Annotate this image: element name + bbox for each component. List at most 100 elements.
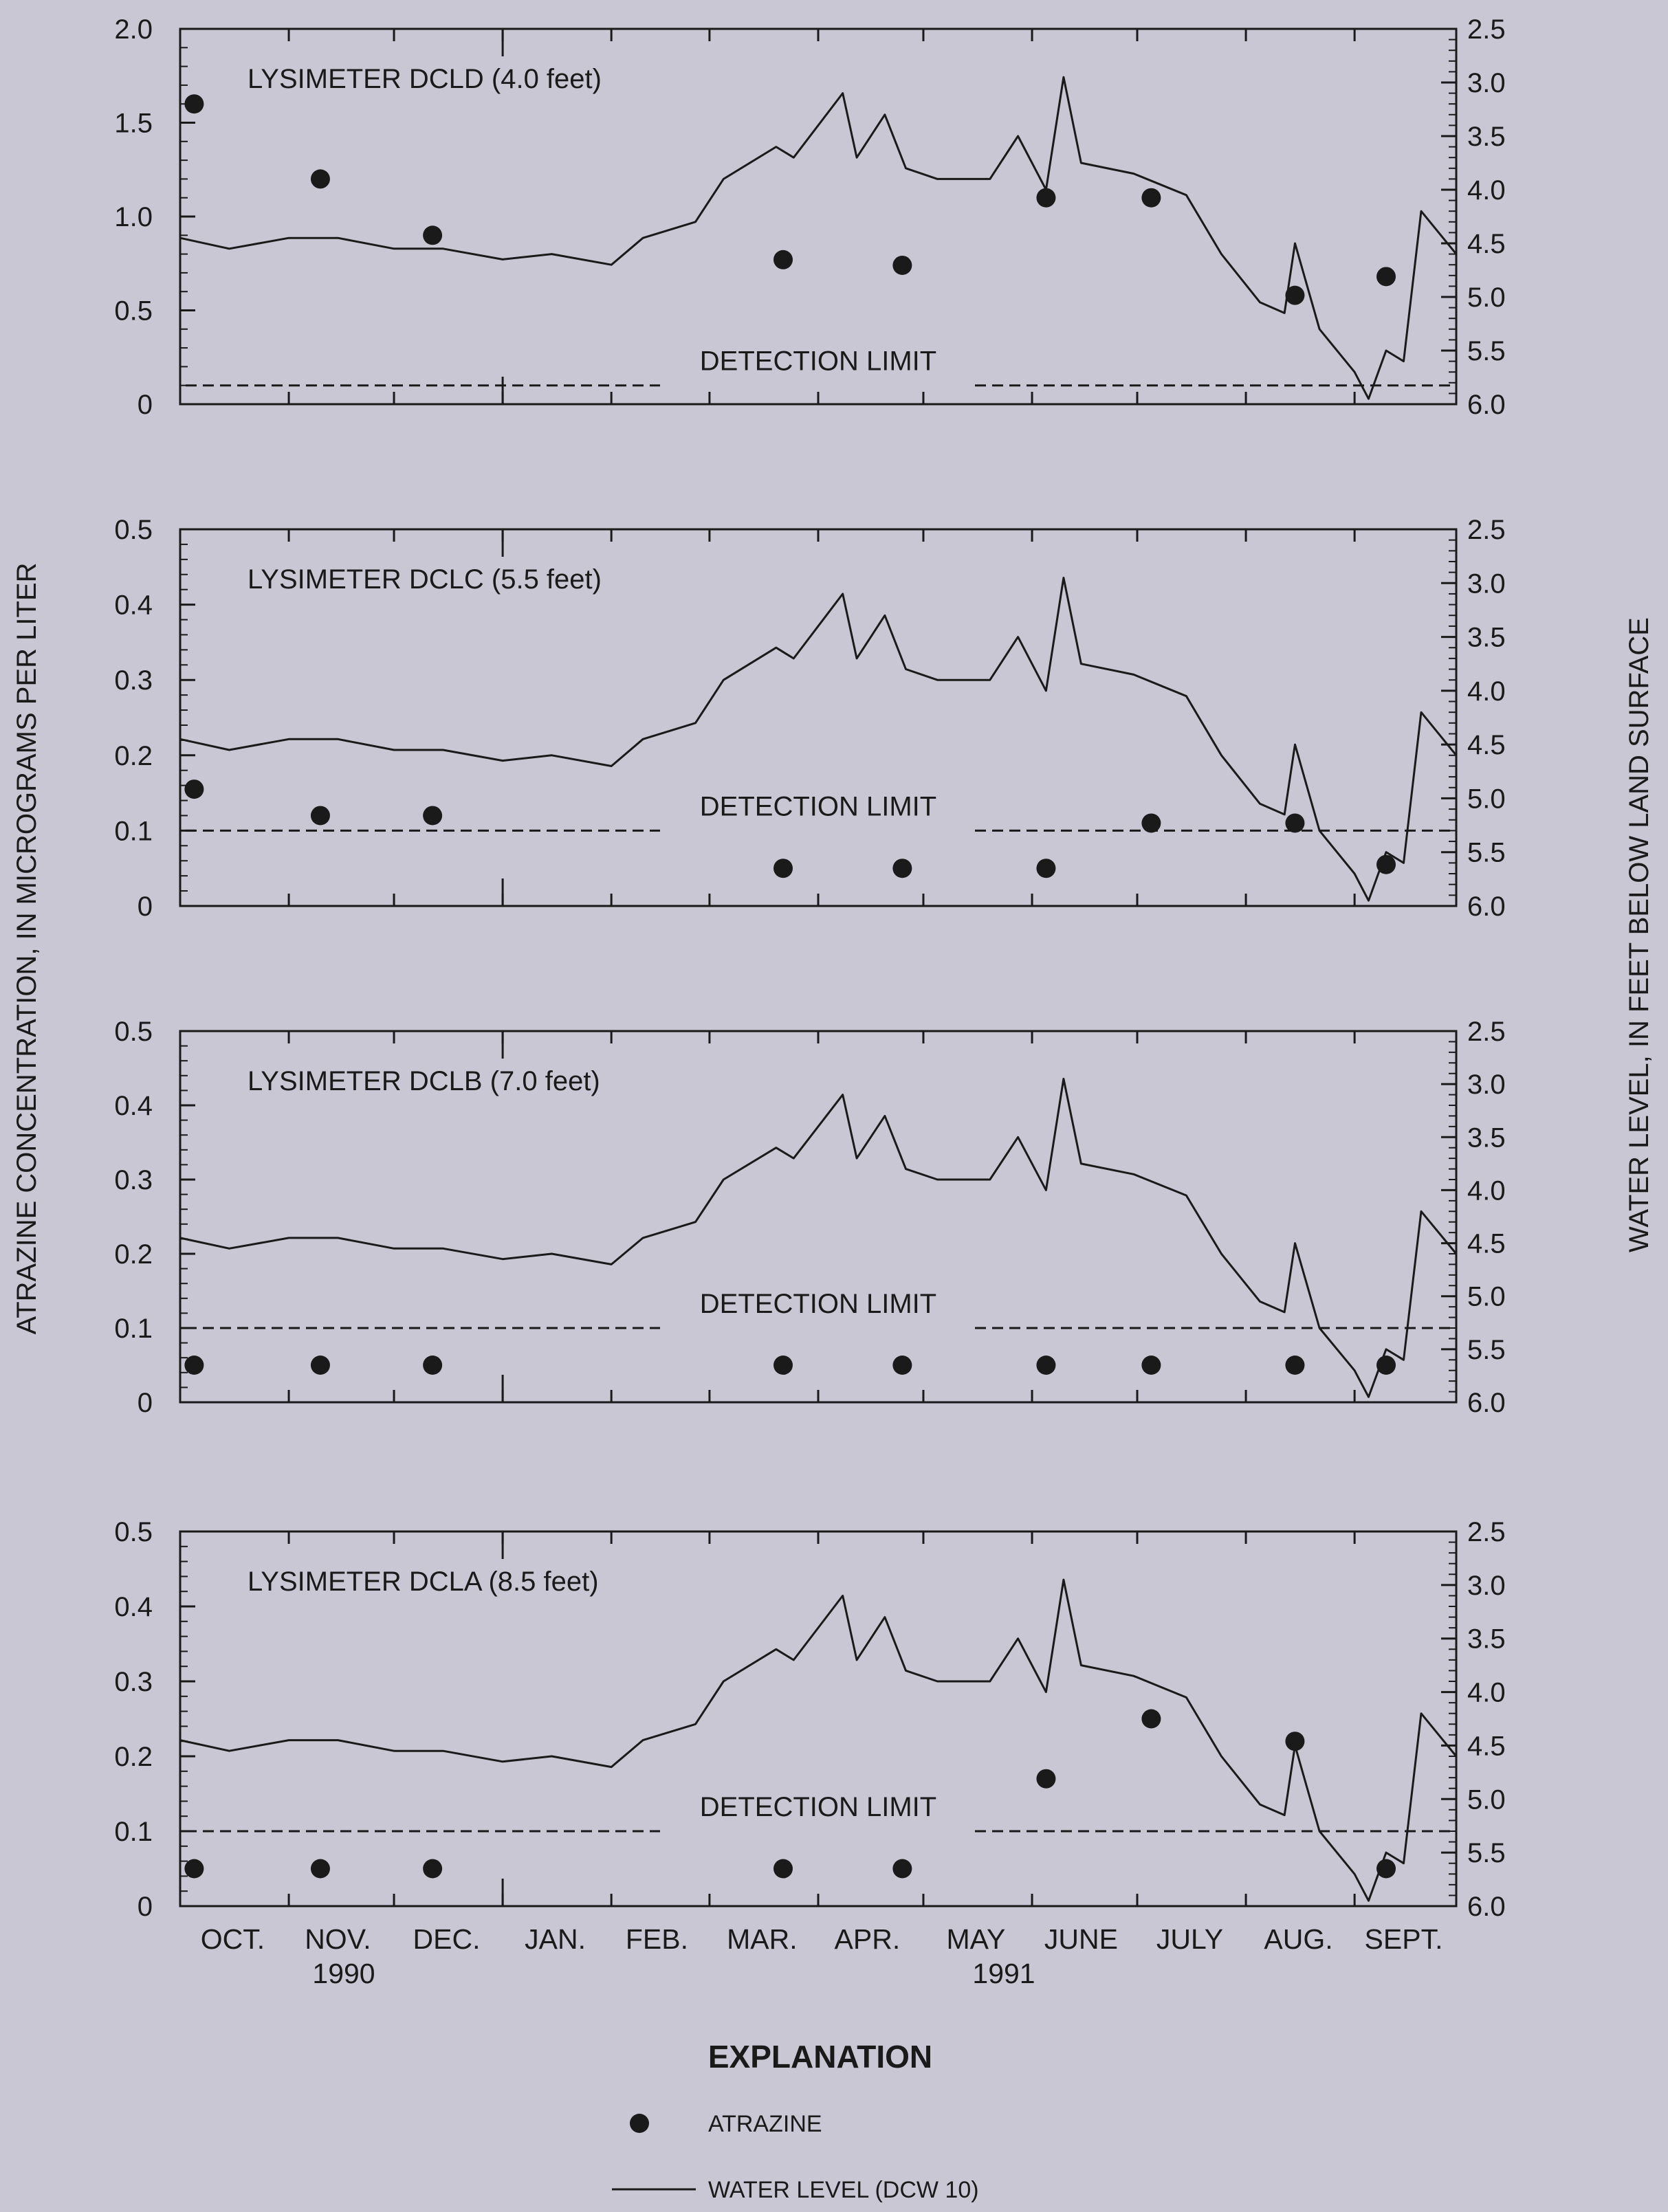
atrazine-point xyxy=(1376,267,1396,287)
month-label: OCT. xyxy=(201,1923,265,1955)
y-left-tick-label: 0.5 xyxy=(114,1517,153,1547)
water-level-line xyxy=(179,577,1458,902)
y-left-tick-label: 0.4 xyxy=(114,1091,153,1121)
y-left-tick-label: 0.2 xyxy=(114,1742,153,1772)
y-right-tick-label: 4.0 xyxy=(1467,1175,1506,1206)
y-right-tick-label: 2.5 xyxy=(1467,14,1506,45)
y-right-tick-label: 5.0 xyxy=(1467,283,1506,313)
panel-title: LYSIMETER DCLA (8.5 feet) xyxy=(248,1567,599,1597)
y-right-tick-label: 2.5 xyxy=(1467,1517,1506,1547)
month-label: NOV. xyxy=(305,1923,371,1955)
water-level-legend-label: WATER LEVEL (DCW 10) xyxy=(708,2177,979,2203)
atrazine-point xyxy=(310,1356,330,1375)
atrazine-point xyxy=(310,169,330,189)
atrazine-point xyxy=(773,250,793,269)
y-left-tick-label: 0 xyxy=(138,1388,153,1418)
y-right-tick-label: 4.5 xyxy=(1467,1229,1506,1259)
y-left-tick-label: 0.1 xyxy=(114,1817,153,1847)
y-right-tick-label: 4.5 xyxy=(1467,1731,1506,1761)
y-right-tick-label: 2.5 xyxy=(1467,515,1506,545)
y-right-tick-label: 5.5 xyxy=(1467,1838,1506,1868)
y-left-tick-label: 0 xyxy=(138,390,153,420)
atrazine-point xyxy=(184,94,204,114)
atrazine-point xyxy=(1141,1356,1161,1375)
panel-title: LYSIMETER DCLC (5.5 feet) xyxy=(248,564,602,595)
y-left-tick-label: 0.2 xyxy=(114,741,153,771)
atrazine-point xyxy=(1376,1356,1396,1375)
atrazine-point xyxy=(184,1859,204,1879)
y-right-tick-label: 3.0 xyxy=(1467,568,1506,599)
atrazine-point xyxy=(892,255,912,275)
month-label: JULY xyxy=(1156,1923,1223,1955)
atrazine-point xyxy=(1376,1859,1396,1879)
y-right-tick-label: 5.0 xyxy=(1467,1282,1506,1312)
atrazine-point xyxy=(423,1859,443,1879)
atrazine-point xyxy=(310,806,330,826)
water-level-line xyxy=(179,76,1458,400)
month-label: APR. xyxy=(835,1923,901,1955)
month-label: MAY xyxy=(947,1923,1006,1955)
y-left-tick-label: 0 xyxy=(138,892,153,922)
atrazine-point xyxy=(1285,285,1305,305)
y-left-tick-label: 1.5 xyxy=(114,109,153,139)
y-right-tick-label: 4.5 xyxy=(1467,730,1506,760)
atrazine-point xyxy=(1141,1709,1161,1729)
panel-3: 0 0.1 0.2 0.3 0.4 0.5 2.5 3.0 3.5 4.0 4.5 5.0 5.5 6.0… xyxy=(114,1017,1505,1418)
month-label: AUG. xyxy=(1264,1923,1332,1955)
y-right-tick-label: 6.0 xyxy=(1467,892,1506,922)
atrazine-point xyxy=(892,859,912,878)
atrazine-point xyxy=(773,859,793,878)
atrazine-point xyxy=(184,1356,204,1375)
panel-1: 0 0.5 1.0 1.5 2.0 2.5 3.0 3.5 4.0 4.5 5.0 5.5 6.0 DET… xyxy=(114,14,1505,420)
atrazine-point xyxy=(1141,188,1161,208)
month-label: DEC. xyxy=(413,1923,481,1955)
y-left-tick-label: 0.1 xyxy=(114,816,153,846)
atrazine-legend-label: ATRAZINE xyxy=(708,2111,822,2137)
panels-group: 0 0.5 1.0 1.5 2.0 2.5 3.0 3.5 4.0 4.5 5.0 5.5 6.0 DET… xyxy=(114,14,1505,1922)
atrazine-point xyxy=(423,1356,443,1375)
month-label: JUNE xyxy=(1044,1923,1118,1955)
y-left-tick-label: 0.2 xyxy=(114,1239,153,1270)
panel-4: 0 0.1 0.2 0.3 0.4 0.5 2.5 3.0 3.5 4.0 4.5 5.0 5.5 6.0… xyxy=(114,1517,1505,1922)
month-label: MAR. xyxy=(727,1923,798,1955)
y-left-tick-label: 0.5 xyxy=(114,515,153,545)
atrazine-point xyxy=(1036,1769,1056,1789)
water-level-line xyxy=(179,1578,1458,1902)
y-right-tick-label: 3.5 xyxy=(1467,1122,1506,1153)
month-label: JAN. xyxy=(525,1923,586,1955)
detection-limit-label: DETECTION LIMIT xyxy=(700,791,936,821)
explanation: EXPLANATION ATRAZINE WATER LEVEL (DCW 10… xyxy=(612,2039,979,2203)
y-right-tick-label: 3.5 xyxy=(1467,1624,1506,1655)
y-left-axis-title: ATRAZINE CONCENTRATION, IN MICROGRAMS PE… xyxy=(12,562,42,1334)
y-right-axis-title: WATER LEVEL, IN FEET BELOW LAND SURFACE xyxy=(1624,617,1654,1252)
month-label: SEPT. xyxy=(1365,1923,1443,1955)
y-right-tick-label: 6.0 xyxy=(1467,1892,1506,1922)
y-right-tick-label: 3.5 xyxy=(1467,623,1506,653)
y-left-tick-label: 0 xyxy=(138,1892,153,1922)
y-left-tick-label: 0.4 xyxy=(114,1592,153,1622)
y-left-tick-label: 0.3 xyxy=(114,665,153,696)
y-right-tick-label: 5.5 xyxy=(1467,1335,1506,1365)
y-right-tick-label: 5.5 xyxy=(1467,838,1506,868)
y-left-tick-label: 0.3 xyxy=(114,1667,153,1697)
atrazine-point xyxy=(184,779,204,799)
atrazine-point xyxy=(773,1859,793,1879)
year-label-1991: 1991 xyxy=(972,1958,1035,1989)
panel-title: LYSIMETER DCLD (4.0 feet) xyxy=(248,64,602,94)
atrazine-point xyxy=(773,1356,793,1375)
atrazine-point xyxy=(1036,1356,1056,1375)
y-left-tick-label: 1.0 xyxy=(114,202,153,232)
water-level-line xyxy=(179,1077,1458,1398)
y-right-tick-label: 5.5 xyxy=(1467,336,1506,366)
detection-limit-label: DETECTION LIMIT xyxy=(700,346,936,377)
year-label-1990: 1990 xyxy=(312,1958,375,1989)
y-right-tick-label: 5.0 xyxy=(1467,784,1506,814)
x-axis-month-labels: OCT. NOV. DEC. JAN. FEB. MAR. APR. MAY JUNE JULY A… xyxy=(201,1923,1443,1955)
y-right-tick-label: 6.0 xyxy=(1467,1388,1506,1418)
atrazine-point xyxy=(1141,813,1161,833)
y-left-tick-label: 0.1 xyxy=(114,1314,153,1344)
panel-title: LYSIMETER DCLB (7.0 feet) xyxy=(248,1066,600,1096)
y-right-tick-label: 3.0 xyxy=(1467,1070,1506,1100)
y-right-tick-label: 4.5 xyxy=(1467,229,1506,259)
y-left-tick-label: 0.4 xyxy=(114,590,153,621)
